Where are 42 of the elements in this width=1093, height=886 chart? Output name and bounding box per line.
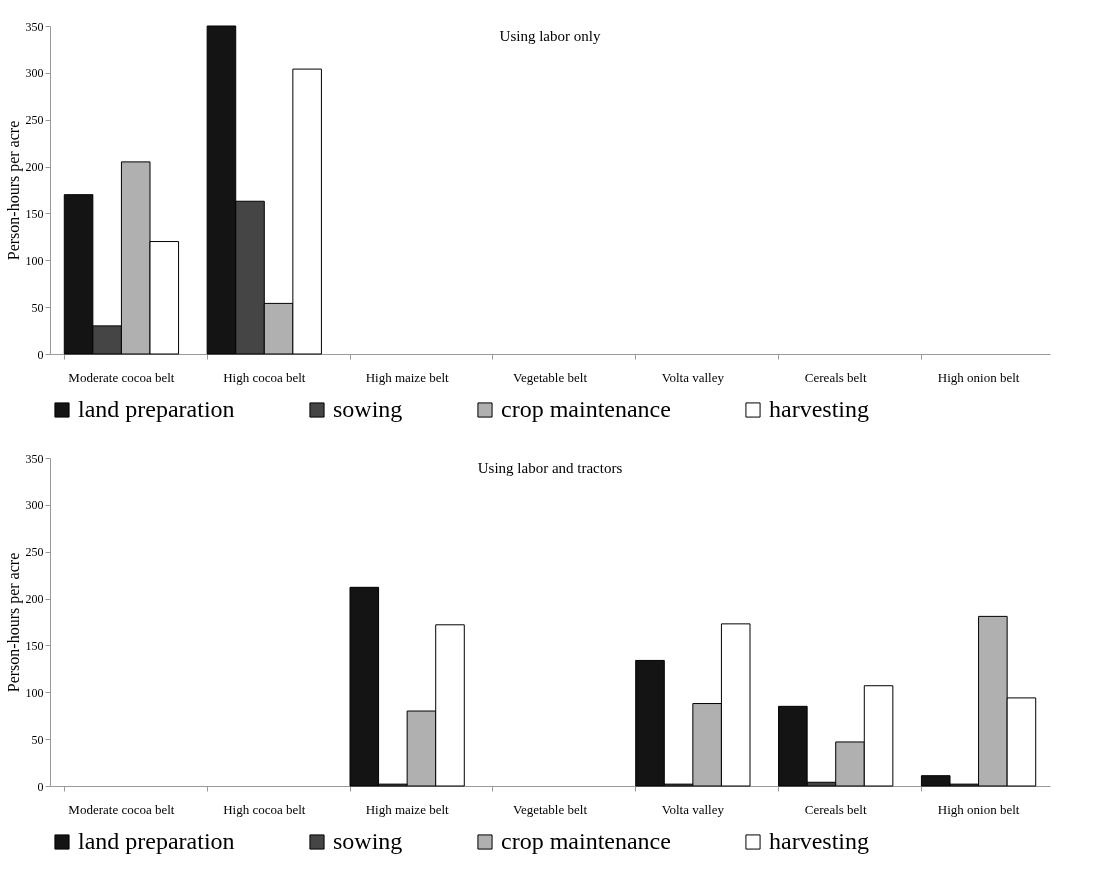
x-tick-label: Volta valley: [661, 369, 725, 385]
y-tick-label: 100: [25, 685, 44, 700]
x-tick-label: Cereals belt: [804, 801, 867, 817]
y-tick-label: 200: [25, 160, 44, 175]
y-tick-label: 150: [25, 638, 44, 653]
y-tick-label: 300: [25, 498, 44, 513]
x-tick-label: High onion belt: [937, 369, 1020, 385]
y-tick-label: 50: [31, 300, 44, 315]
chart-title: Using labor only: [499, 28, 601, 44]
y-tick-label: 300: [25, 66, 44, 81]
x-tick-label: High maize belt: [365, 801, 450, 817]
legend-label: land preparation: [78, 396, 235, 422]
legend-label: crop maintenance: [501, 396, 671, 422]
legend-label: land preparation: [78, 828, 235, 854]
y-tick-label: 350: [25, 19, 44, 34]
y-tick-label: 150: [25, 206, 44, 221]
x-tick-label: High onion belt: [937, 801, 1020, 817]
legend-label: sowing: [333, 396, 403, 422]
y-axis-title: Person-hours per acre: [4, 552, 23, 693]
x-tick-label: Volta valley: [661, 801, 725, 817]
x-tick-label: Cereals belt: [804, 369, 867, 385]
y-tick-label: 350: [25, 451, 44, 466]
y-tick-label: 200: [25, 592, 44, 607]
x-tick-label: High cocoa belt: [223, 369, 306, 385]
y-axis-title: Person-hours per acre: [4, 120, 23, 261]
x-tick-label: High cocoa belt: [223, 801, 306, 817]
legend-label: harvesting: [769, 828, 869, 854]
y-tick-label: 100: [25, 253, 44, 268]
y-tick-label: 250: [25, 113, 44, 128]
y-tick-label: 50: [31, 732, 44, 747]
x-tick-label: Moderate cocoa belt: [68, 369, 175, 385]
x-tick-label: Moderate cocoa belt: [68, 801, 175, 817]
x-tick-label: Vegetable belt: [513, 801, 588, 817]
legend-label: sowing: [333, 828, 403, 854]
y-tick-label: 0: [37, 779, 44, 794]
legend-label: harvesting: [769, 396, 869, 422]
chart-title: Using labor and tractors: [477, 460, 623, 476]
legend-label: crop maintenance: [501, 828, 671, 854]
x-tick-label: Vegetable belt: [513, 369, 588, 385]
y-tick-label: 250: [25, 545, 44, 560]
y-tick-label: 0: [37, 347, 44, 362]
x-tick-label: High maize belt: [365, 369, 450, 385]
